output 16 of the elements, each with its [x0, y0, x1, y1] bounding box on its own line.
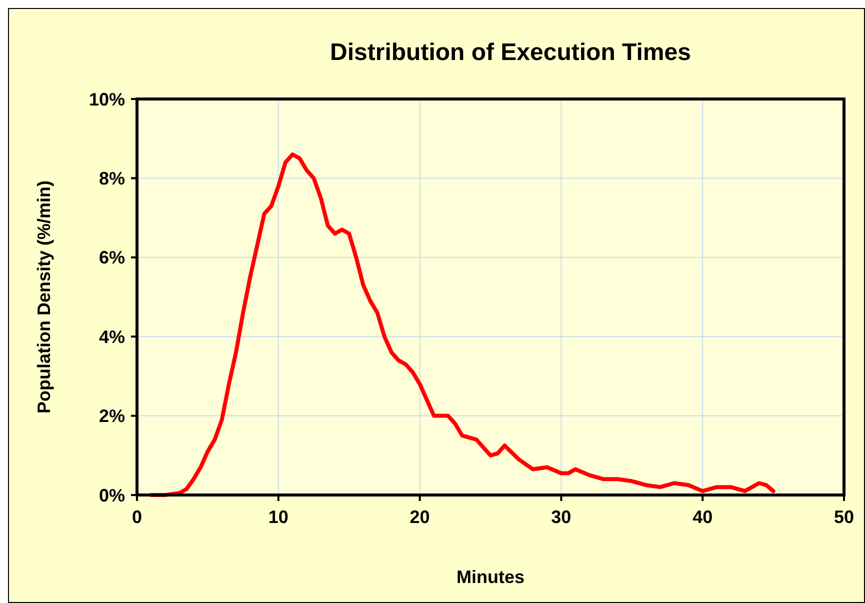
y-tick-label: 4%: [98, 326, 125, 347]
x-tick-label: 40: [692, 507, 713, 527]
x-tick-label: 0: [132, 507, 142, 527]
x-tick-label: 50: [834, 507, 854, 527]
y-tick-label: 10%: [88, 89, 125, 110]
line-series: [149, 152, 776, 497]
x-tick-label: 20: [410, 507, 430, 527]
y-axis-title: Population Density (%/min): [34, 180, 54, 414]
x-tick-label: 30: [551, 507, 572, 527]
x-tick-label: 10: [268, 507, 288, 527]
x-axis-title: Minutes: [456, 567, 525, 587]
chart-title: Distribution of Execution Times: [330, 39, 691, 66]
y-tick-label: 8%: [98, 168, 125, 188]
y-tick-label: 2%: [98, 406, 125, 426]
y-tick-label: 0%: [98, 485, 125, 506]
y-tick-label: 6%: [98, 248, 125, 268]
